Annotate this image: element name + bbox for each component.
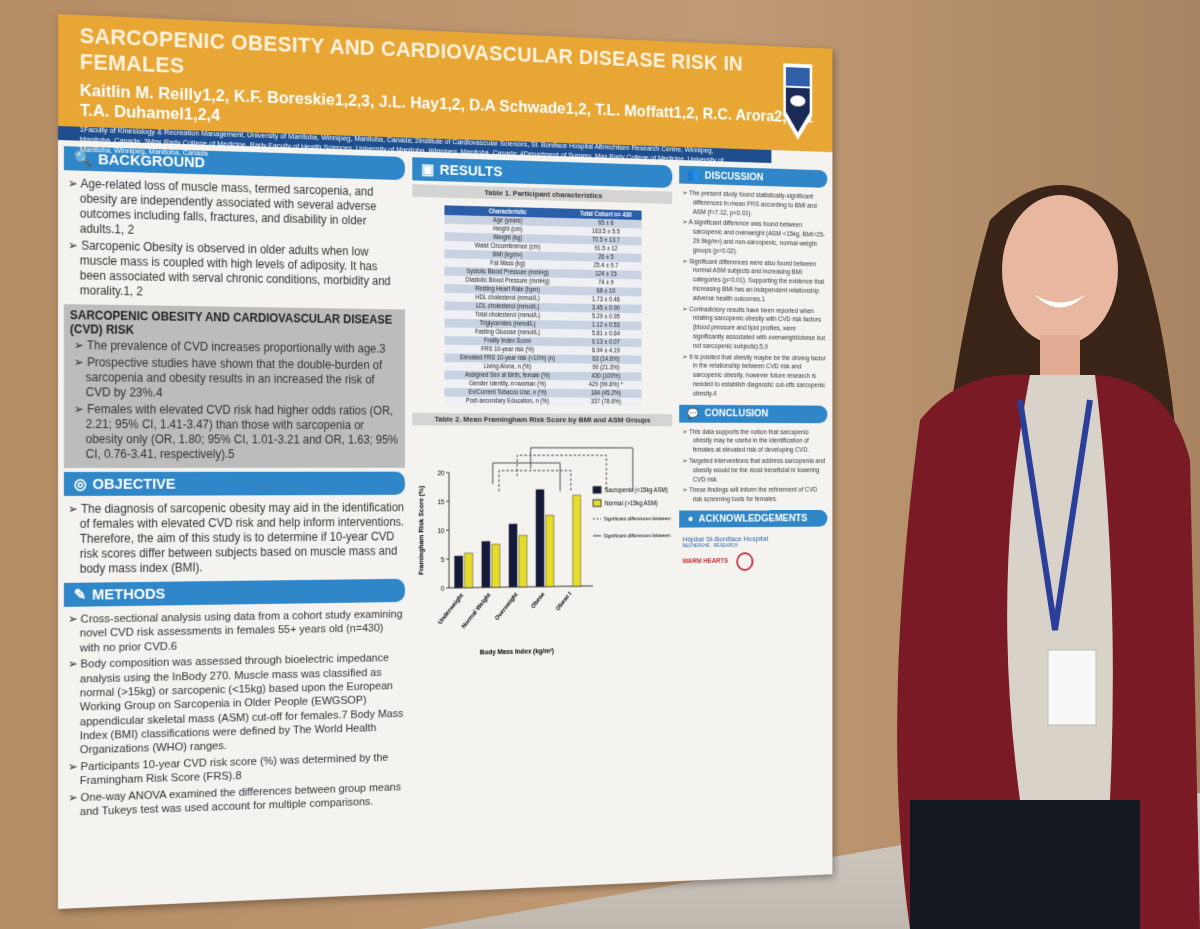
significance-bracket [492, 463, 559, 492]
legend-swatch [593, 487, 601, 494]
list-item: These findings will inform the refinemen… [682, 486, 827, 505]
list-item: Females with elevated CVD risk had highe… [74, 402, 399, 462]
research-poster: SARCOPENIC OBESITY AND CARDIOVASCULAR DI… [58, 14, 833, 909]
target-icon: ◎ [73, 475, 87, 493]
list-item: It is posited that obesity maybe be the … [682, 353, 827, 400]
x-tick-label: Underweight [437, 592, 466, 626]
list-item: This data supports the notion that sarco… [682, 428, 827, 456]
bar [546, 515, 554, 586]
table-row: Post-secondary Education, n (%) 337 (78.6… [444, 396, 642, 407]
bar [536, 490, 544, 587]
left-column: 🔍BACKGROUND Age-related loss of muscle m… [63, 146, 405, 822]
list-item: The prevalence of CVD increases proporti… [74, 338, 399, 357]
ruler-icon: ✎ [73, 586, 87, 604]
table-cell: Post-secondary Education, n (%) [444, 396, 571, 407]
methods-heading: ✎ METHODS [63, 578, 405, 607]
x-axis-label: Body Mass Index (kg/m²) [480, 648, 554, 656]
acknowledgements-heading: ● ACKNOWLEDGEMENTS [678, 509, 828, 528]
x-tick-label: Overweight [494, 591, 520, 622]
table1-caption: Table 1. Participant characteristics [411, 184, 672, 204]
legend-label: Significant differences between sarcopen… [603, 533, 672, 540]
bar [572, 495, 580, 586]
list-item: Contradictory results have been reported… [682, 305, 827, 353]
participant-table: Characteristic Total Cohort n= 430 Age (ye… [444, 205, 642, 407]
x-tick-label: Obese [530, 591, 547, 610]
background-list: Age-related loss of muscle mass, termed … [64, 174, 405, 305]
y-tick-label: 5 [441, 557, 445, 564]
bar [464, 553, 472, 588]
bar [509, 524, 517, 587]
legend-label: Sacropenic (<15kg ASM) [604, 487, 667, 494]
sponsor-subtitle: RECHERCHE · RESEARCH [682, 542, 738, 550]
bar [519, 535, 527, 587]
conclusion-heading: 💬 CONCLUSION [678, 404, 828, 423]
sponsor-name: Hôpital St-Boniface Hospital [682, 534, 769, 544]
y-axis-label: Framingham Risk Score (%) [418, 486, 424, 575]
bar [481, 541, 489, 587]
sponsor2-name: WARM HEARTS [682, 558, 729, 566]
list-item: The present study found statistically-si… [682, 189, 827, 220]
objective-heading: ◎ OBJECTIVE [63, 471, 405, 496]
list-item: The diagnosis of sarcopenic obesity may … [68, 501, 405, 577]
y-tick-label: 15 [437, 499, 444, 506]
bar [491, 544, 499, 587]
cvd-box: SARCOPENIC OBESITY AND CARDIOVASCULAR DI… [63, 304, 405, 468]
y-tick-label: 0 [441, 586, 445, 593]
list-item: Age-related loss of muscle mass, termed … [68, 176, 405, 244]
y-tick-label: 10 [437, 528, 444, 535]
middle-column: ▣ RESULTS Table 1. Participant characteri… [411, 157, 672, 809]
y-tick-label: 20 [437, 471, 444, 478]
sponsor-logos: Hôpital St-Boniface Hospital RECHERCHE · … [679, 530, 828, 576]
significance-bracket [530, 448, 632, 492]
list-item: Significant differences were also found … [682, 257, 827, 305]
university-shield-logo [783, 63, 813, 141]
legend-swatch [593, 500, 601, 507]
table-cell: 337 (78.6%) [570, 397, 642, 407]
x-tick-label: Normal Weight [460, 591, 492, 630]
list-item: Targeted interventions that address sarc… [682, 457, 827, 485]
legend-label: Normal (>15kg ASM) [604, 500, 657, 507]
speech-bubble-icon: 💬 [687, 408, 700, 420]
table2-caption: Table 2. Mean Framingham Risk Score by B… [411, 412, 672, 427]
x-tick-label: Obese I [555, 591, 573, 613]
list-item: Sarcopenic Obesity is observed in older … [68, 238, 405, 303]
bar [454, 556, 462, 588]
right-column: 👥DISCUSSION The present study found stat… [678, 165, 828, 800]
list-item: Prospective studies have shown that the … [74, 355, 399, 402]
list-item: A significant difference was found betwe… [682, 219, 827, 259]
list-item: Body composition was assessed through bi… [68, 651, 405, 758]
cvd-heading: SARCOPENIC OBESITY AND CARDIOVASCULAR DI… [69, 308, 393, 337]
apple-icon: ● [687, 513, 694, 525]
legend-label: Significant differences between normal (… [603, 516, 672, 522]
seal-logo [735, 551, 754, 572]
list-item: Cross-sectional analysis using data from… [68, 608, 405, 656]
presenter-photo [897, 185, 1200, 929]
